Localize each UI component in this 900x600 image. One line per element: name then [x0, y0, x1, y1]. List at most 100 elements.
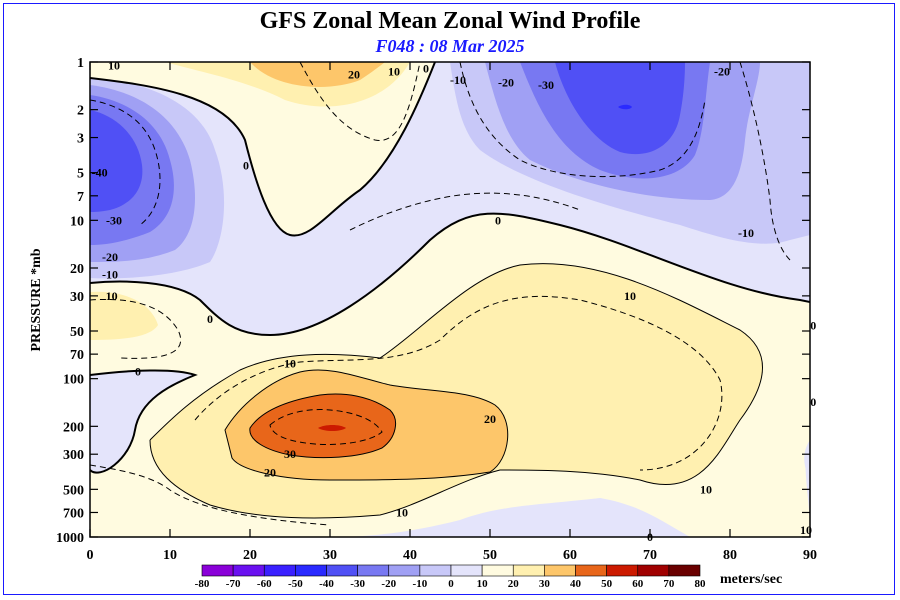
- colorbar-tick-label: 0: [448, 578, 454, 590]
- contour-label: 0: [423, 62, 429, 76]
- region-neg-50-right: [618, 104, 632, 110]
- x-tick-label: 80: [723, 548, 737, 563]
- colorbar-tick-label: -40: [319, 578, 334, 590]
- colorbar-tick-label: -30: [350, 578, 365, 590]
- colorbar-swatch: [450, 564, 483, 577]
- x-tick-label: 50: [483, 548, 497, 563]
- contour-label: 10: [624, 289, 636, 303]
- contour-label: 10: [388, 65, 400, 79]
- chart-title: GFS Zonal Mean Zonal Wind Profile: [260, 8, 641, 34]
- zero-line-lower: [90, 212, 810, 337]
- plot-border: [89, 61, 811, 538]
- contour-label: 0: [810, 318, 816, 332]
- x-tick-label: 20: [243, 548, 257, 563]
- region-negative-bottom-left: [90, 370, 195, 473]
- y-tick-label: 50: [70, 325, 84, 340]
- contour-label: 10: [106, 289, 118, 303]
- colorbar-tick-label: 30: [539, 578, 551, 590]
- contour-label: 10: [800, 523, 812, 537]
- y-tick-label: 3: [77, 132, 84, 147]
- colorbar-swatch: [575, 564, 607, 577]
- contour-lines: [90, 62, 810, 526]
- colorbar-swatch: [388, 564, 421, 577]
- dashed-contour-7: [90, 99, 161, 226]
- colorbar-tick-label: -70: [226, 578, 241, 590]
- colorbar-tick-label: -80: [195, 578, 210, 590]
- colorbar-units: meters/sec: [720, 572, 782, 587]
- y-tick-label: 70: [70, 348, 84, 363]
- region-positive-top-left: [90, 62, 435, 236]
- colorbar-swatch: [668, 564, 701, 577]
- colorbar-swatch: [512, 564, 545, 577]
- contour-label: -10: [102, 268, 118, 282]
- colorbar-swatch: [295, 564, 327, 577]
- contour-label: 30: [284, 447, 296, 461]
- ten-line-lower: [149, 263, 763, 519]
- dashed-contour-9: [90, 298, 181, 359]
- colorbar-swatch: [357, 564, 390, 577]
- contour-label: -10: [450, 73, 466, 87]
- colorbar-swatch: [232, 564, 265, 577]
- contour-label: 20: [348, 68, 360, 82]
- dashed-contour-1: [194, 295, 723, 471]
- contour-label: -30: [538, 78, 554, 92]
- colorbar-tick-label: 70: [663, 578, 675, 590]
- y-tick-label: 200: [63, 420, 84, 435]
- chart-frame: [3, 3, 895, 595]
- y-tick-label: 500: [63, 483, 84, 498]
- y-tick-label: 700: [63, 506, 84, 521]
- contour-label: 0: [495, 213, 501, 227]
- chart-subtitle: F048 : 08 Mar 2025: [374, 36, 524, 56]
- colorbar-swatch: [263, 564, 296, 577]
- contour-label: 0: [135, 364, 141, 378]
- region-neg-40-left: [90, 110, 143, 212]
- y-tick-label: 30: [70, 290, 84, 305]
- thirty-line-lower: [249, 393, 397, 459]
- colorbar-tick-label: 50: [601, 578, 613, 590]
- y-tick-label: 1000: [56, 531, 84, 546]
- y-tick-label: 10: [70, 214, 84, 229]
- y-tick-label: 100: [63, 373, 84, 388]
- y-tick-label: 1: [77, 56, 84, 71]
- contour-label: 10: [284, 356, 296, 370]
- region-negative-right-edge: [804, 440, 810, 480]
- colorbar-swatch: [201, 564, 234, 577]
- contour-label: -20: [714, 65, 730, 79]
- contour-label: 0: [243, 158, 249, 172]
- colorbar-swatch: [481, 564, 514, 577]
- y-tick-label: 2: [77, 104, 84, 119]
- contour-label: -20: [102, 250, 118, 264]
- y-tick-label: 300: [63, 448, 84, 463]
- contour-label: 10: [700, 482, 712, 496]
- x-tick-label: 70: [643, 548, 657, 563]
- region-20-top: [250, 62, 385, 87]
- y-axis-label: PRESSURE *mb: [29, 248, 44, 351]
- y-tick-label: 7: [77, 190, 84, 205]
- contour-label: 0: [810, 395, 816, 409]
- colorbar-swatch: [419, 564, 452, 577]
- region-40-core: [318, 425, 346, 431]
- zero-line-bottom-left: [90, 369, 198, 474]
- contour-label: 10: [108, 58, 120, 72]
- colorbar-tick-label: -10: [413, 578, 428, 590]
- colorbar-tick-label: 60: [632, 578, 644, 590]
- contour-fill: [90, 62, 810, 537]
- zero-line-upper: [90, 62, 436, 237]
- region-negative-bottom-right: [600, 498, 690, 537]
- y-tick-label: 5: [77, 167, 84, 182]
- colorbar-swatch: [606, 564, 639, 577]
- x-axis: 0 10 20 30 40 50 60 70 80 90: [87, 62, 817, 563]
- colorbar-swatch: [326, 564, 358, 577]
- contour-label: 20: [264, 465, 276, 479]
- x-tick-label: 10: [163, 548, 177, 563]
- contour-label: -30: [106, 213, 122, 227]
- colorbar-tick-label: 40: [570, 578, 582, 590]
- x-tick-label: 90: [803, 548, 817, 563]
- x-tick-label: 60: [563, 548, 577, 563]
- x-tick-label: 40: [403, 548, 417, 563]
- contour-label: -20: [498, 76, 514, 90]
- colorbar-tick-label: -20: [381, 578, 396, 590]
- colorbar-tick-label: -60: [257, 578, 272, 590]
